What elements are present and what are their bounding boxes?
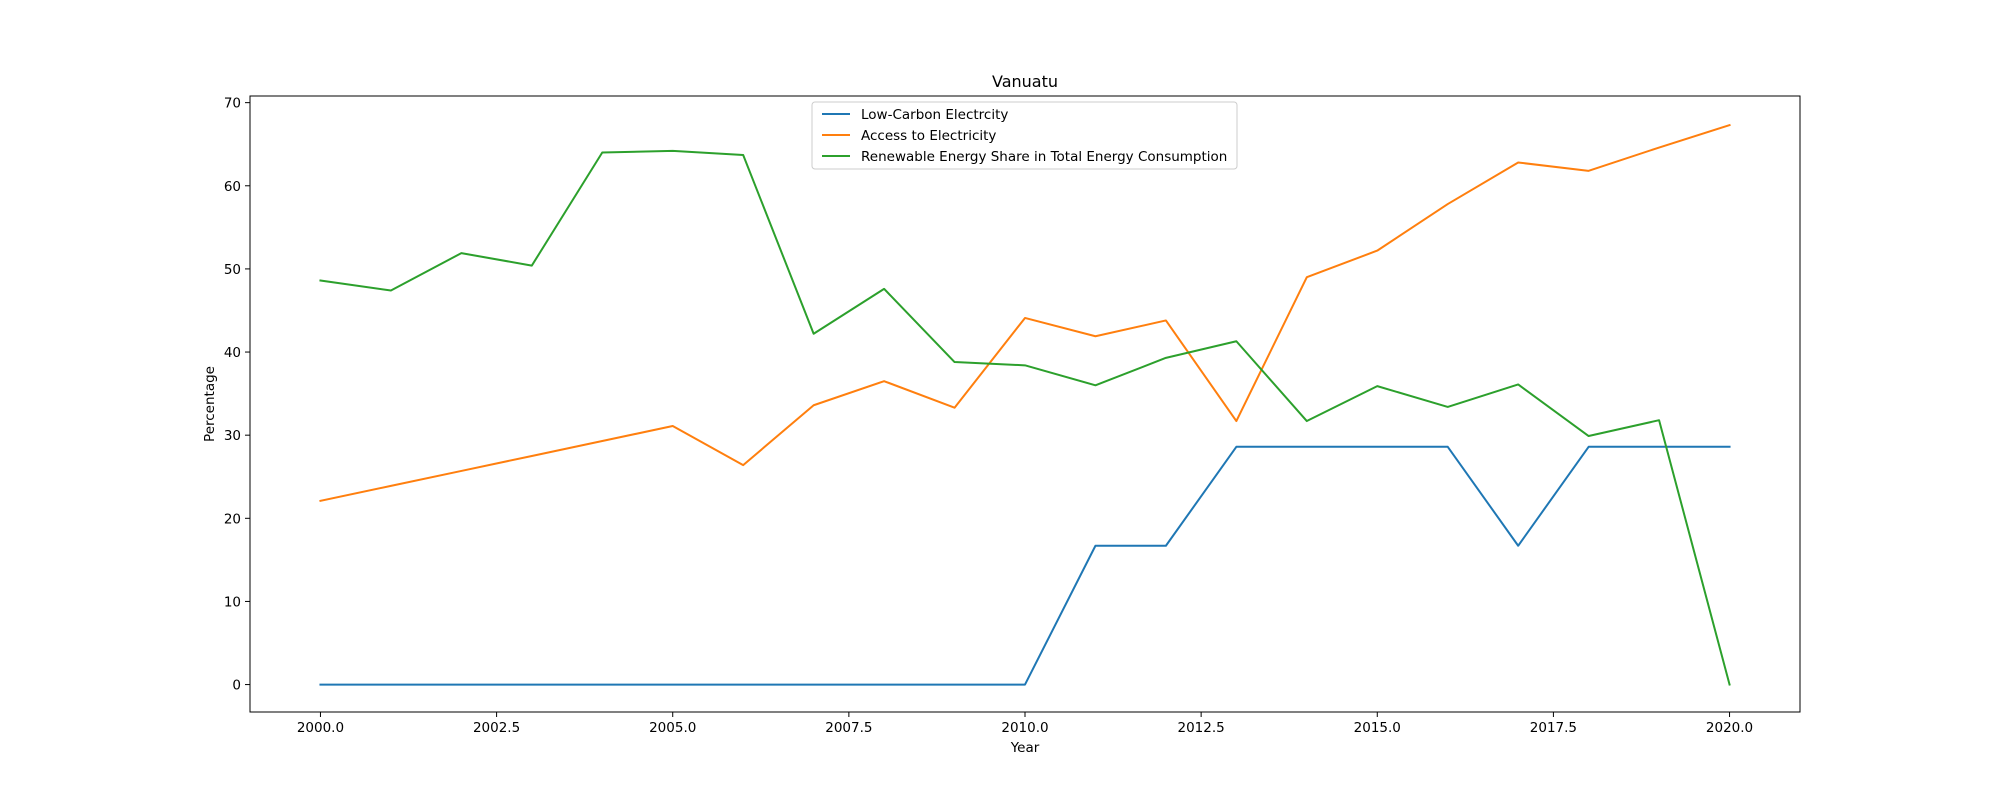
legend-label: Low-Carbon Electrcity bbox=[861, 107, 1008, 123]
x-tick-label: 2020.0 bbox=[1706, 720, 1753, 736]
legend-entries: Low-Carbon Electrcity Access to Electrici… bbox=[822, 107, 1227, 165]
y-axis-title: Percentage bbox=[202, 366, 218, 442]
series-line-3 bbox=[319, 149, 1731, 686]
chart-title: Vanuatu bbox=[992, 72, 1058, 91]
y-tick-label: 40 bbox=[224, 345, 241, 361]
legend-label: Renewable Energy Share in Total Energy C… bbox=[861, 149, 1227, 165]
x-tick-label: 2000.0 bbox=[297, 720, 344, 736]
series-line-1 bbox=[319, 445, 1731, 686]
x-tick-label: 2002.5 bbox=[473, 720, 520, 736]
y-tick-label: 30 bbox=[224, 428, 241, 444]
x-tick-label: 2012.5 bbox=[1178, 720, 1225, 736]
series-lines bbox=[319, 123, 1731, 686]
y-tick-label: 20 bbox=[224, 511, 241, 527]
y-tick-label: 10 bbox=[224, 594, 241, 610]
x-tick-label: 2005.0 bbox=[649, 720, 696, 736]
y-tick-label: 50 bbox=[224, 262, 241, 278]
y-tick-label: 70 bbox=[224, 96, 241, 112]
x-tick-label: 2007.5 bbox=[825, 720, 872, 736]
legend-label: Access to Electricity bbox=[861, 128, 996, 144]
series-line-2 bbox=[319, 123, 1731, 503]
x-tick-label: 2015.0 bbox=[1354, 720, 1401, 736]
legend-box bbox=[811, 101, 1238, 170]
y-tick-label: 0 bbox=[232, 678, 241, 694]
x-tick-label: 2017.5 bbox=[1530, 720, 1577, 736]
y-axis-ticks: 0 10 20 30 40 50 60 70 bbox=[224, 96, 250, 694]
x-tick-label: 2010.0 bbox=[1001, 720, 1048, 736]
y-tick-label: 60 bbox=[224, 179, 241, 195]
legend: Low-Carbon Electrcity Access to Electrici… bbox=[811, 101, 1238, 170]
x-axis-ticks: 2000.0 2002.5 2005.0 2007.5 2010.0 2012.5 2015… bbox=[297, 712, 1753, 736]
x-axis-title: Year bbox=[1010, 740, 1040, 756]
plot-area-frame bbox=[249, 95, 1801, 713]
